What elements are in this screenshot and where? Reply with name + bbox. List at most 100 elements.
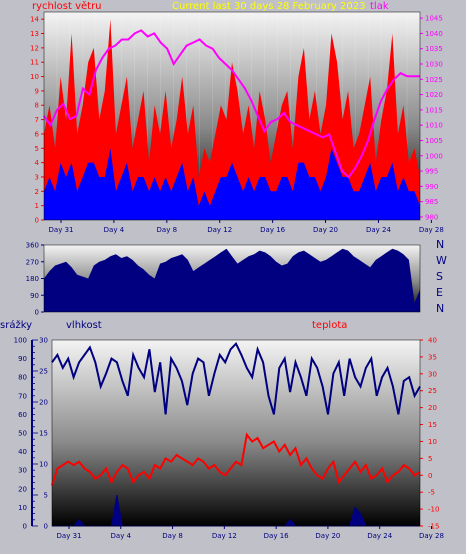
direction-y-tick-label: 90 (30, 292, 39, 300)
temperature-y-tick-label: 40 (428, 337, 437, 345)
direction-y-tick-label: 270 (26, 258, 39, 266)
temperature-line (51, 432, 421, 486)
wind-y-tick-label: 6 (35, 130, 40, 138)
humidity-plot-background (52, 340, 420, 526)
pressure-line (43, 29, 420, 179)
temperature-y-tick-label: -10 (428, 506, 439, 514)
pressure-y-tick-label: 1030 (425, 61, 443, 69)
humidity-x-tick-label: Day 20 (315, 532, 340, 540)
rain-label: srážky (0, 320, 33, 331)
temperature-y-tick-label: 30 (428, 370, 437, 378)
wind-y-tick-label: 0 (35, 217, 39, 225)
pressure-y-tick-label: 1035 (425, 45, 443, 53)
pressure-y-tick-label: 1020 (425, 91, 443, 99)
humidity-x-tick-label: Day 8 (162, 532, 183, 540)
humidity-y-tick-label: 70 (18, 392, 27, 400)
wind-x-tick-label: Day 31 (49, 226, 74, 234)
temperature-y-tick-label: -5 (428, 489, 435, 497)
rain-y-tick-label: 25 (39, 368, 48, 376)
wind-direction-area (44, 248, 420, 312)
humidity-x-tick-label: Day 24 (367, 532, 393, 540)
temperature-y-tick-label: -15 (428, 523, 439, 531)
wind-plot-frame (43, 11, 421, 221)
compass-n-bottom: N (436, 302, 445, 315)
wind-x-tick-label: Day 8 (157, 226, 178, 234)
humidity-y-tick-label: 60 (18, 411, 27, 419)
pressure-y-tick-label: 995 (425, 168, 438, 176)
temperature-y-tick-label: 10 (428, 438, 437, 446)
wind-y-tick-label: 4 (35, 159, 40, 167)
pressure-y-tick-label: 990 (425, 183, 438, 191)
temperature-label: teplota (312, 320, 348, 331)
rain-y-tick-label: 20 (39, 399, 48, 407)
wind-y-tick-label: 11 (30, 59, 39, 67)
humidity-y-tick-label: 10 (18, 504, 27, 512)
pressure-y-tick-label: 1010 (425, 122, 443, 130)
direction-y-tick-label: 0 (35, 309, 39, 317)
wind-x-tick-label: Day 16 (260, 226, 286, 234)
direction-plot-frame (43, 244, 421, 313)
wind-x-tick-label: Day 12 (207, 226, 232, 234)
temperature-y-tick-label: 15 (428, 421, 437, 429)
wind-x-tick-label: Day 24 (366, 226, 392, 234)
wind-speed-area (44, 19, 420, 221)
wind-y-tick-label: 2 (35, 188, 39, 196)
humidity-y-tick-label: 30 (18, 467, 27, 475)
humidity-y-tick-label: 20 (18, 485, 27, 493)
direction-y-tick-label: 180 (26, 275, 39, 283)
humidity-y-tick-label: 80 (18, 374, 27, 382)
humidity-line (51, 341, 421, 415)
humidity-x-tick-label: Day 31 (57, 532, 82, 540)
wind-y-tick-label: 5 (35, 145, 39, 153)
wind-y-tick-label: 14 (30, 16, 39, 24)
wind-y-tick-label: 9 (35, 87, 39, 95)
humidity-x-tick-label: Day 16 (264, 532, 290, 540)
chart-title: Current last 30 days 28 February 2023 (172, 1, 366, 12)
temperature-y-tick-label: 35 (428, 353, 437, 361)
wind-y-tick-label: 3 (35, 173, 39, 181)
wind-x-tick-label: Day 20 (313, 226, 338, 234)
pressure-y-tick-label: 985 (425, 198, 438, 206)
temperature-y-tick-label: 25 (428, 387, 437, 395)
pressure-y-tick-label: 1025 (425, 76, 443, 84)
wind-y-tick-label: 8 (35, 102, 39, 110)
pressure-y-tick-label: 1045 (425, 15, 443, 23)
temperature-y-tick-label: 5 (428, 455, 432, 463)
humidity-y-tick-label: 40 (18, 448, 27, 456)
temperature-y-tick-label: 0 (428, 472, 432, 480)
pressure-y-tick-label: 1040 (425, 30, 443, 38)
wind-y-tick-label: 13 (30, 30, 39, 38)
rain-y-tick-label: 5 (44, 492, 48, 500)
pressure-y-tick-label: 1005 (425, 137, 443, 145)
compass-e: E (436, 286, 443, 299)
compass-w: W (436, 254, 447, 267)
rain-y-tick-label: 10 (39, 461, 48, 469)
wind-gust-area (44, 148, 420, 220)
humidity-y-tick-label: 100 (14, 337, 27, 345)
wind-y-tick-label: 1 (35, 202, 39, 210)
humidity-plot-frame (51, 339, 421, 527)
humidity-x-tick-label: Day 4 (111, 532, 132, 540)
wind-y-tick-label: 7 (35, 116, 39, 124)
pressure-y-tick-label: 1015 (425, 106, 443, 114)
humidity-x-tick-label: Day 28 (419, 532, 444, 540)
direction-y-tick-label: 360 (26, 242, 39, 250)
rain-y-tick-label: 0 (44, 523, 48, 531)
rain-y-tick-label: 15 (39, 430, 48, 438)
pressure-y-tick-label: 980 (425, 213, 438, 221)
humidity-x-tick-label: Day 12 (212, 532, 237, 540)
compass-s: S (436, 270, 443, 283)
wind-x-tick-label: Day 4 (104, 226, 125, 234)
wind-x-tick-label: Day 28 (419, 226, 444, 234)
humidity-y-tick-label: 50 (18, 430, 27, 438)
humidity-label: vlhkost (66, 320, 102, 331)
wind-y-tick-label: 12 (30, 44, 39, 52)
pressure-y-tick-label: 1000 (425, 152, 443, 160)
humidity-y-tick-label: 90 (18, 355, 27, 363)
pressure-label: tlak (370, 1, 389, 12)
compass-n-top: N (436, 238, 445, 251)
plots-layer: 0123456789101112131498098599099510001005… (14, 11, 444, 540)
temperature-y-tick-label: 20 (428, 404, 437, 412)
wind-speed-label: rychlost větru (32, 1, 102, 12)
